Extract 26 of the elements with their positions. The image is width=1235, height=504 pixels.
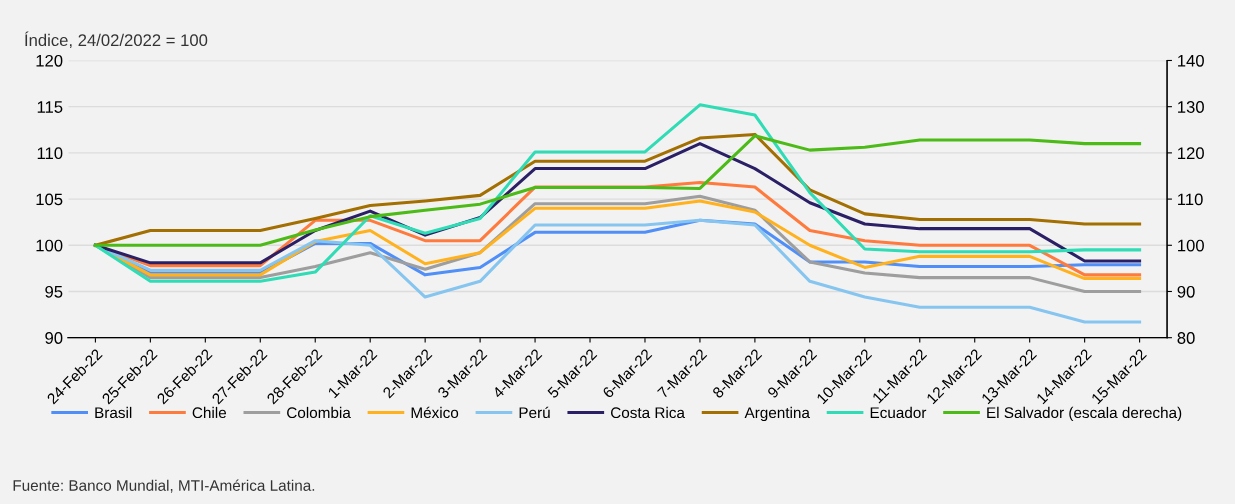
- y-tick-label: 120: [36, 54, 63, 67]
- y2-tick-label: 130: [1178, 101, 1204, 113]
- legend-label: Colombia: [287, 406, 351, 419]
- line-series: [93, 103, 1142, 283]
- legend-label: Costa Rica: [611, 406, 685, 419]
- y2-tick-label: 80: [1177, 332, 1195, 344]
- legend-label: México: [411, 406, 459, 419]
- legend-label: Perú: [519, 406, 550, 419]
- y-tick-label: 95: [45, 285, 63, 298]
- legend-label: Argentina: [744, 406, 810, 422]
- legend-label: Chile: [192, 406, 227, 419]
- legend-label: El Salvador (escala derecha): [987, 406, 1182, 422]
- y2-tick-label: 90: [1177, 285, 1195, 298]
- legend-label: Ecuador: [870, 406, 927, 419]
- y2-tick-label: 140: [1178, 54, 1204, 67]
- source-note: Fuente: Banco Mundial, MTI-América Latina.: [13, 479, 315, 493]
- y2-tick-label: 110: [1178, 193, 1203, 206]
- y-axis-title: Índice, 24/02/2022 = 100: [25, 31, 208, 49]
- legend-label: Brasil: [95, 406, 132, 419]
- y2-tick-label: 120: [1178, 147, 1204, 160]
- y2-tick-label: 100: [1178, 239, 1204, 252]
- y-tick-label: 115: [37, 101, 63, 113]
- y-tick-label: 110: [37, 147, 63, 160]
- y-tick-label: 90: [45, 332, 63, 344]
- y-tick-label: 100: [36, 239, 63, 252]
- y-tick-label: 105: [36, 193, 63, 206]
